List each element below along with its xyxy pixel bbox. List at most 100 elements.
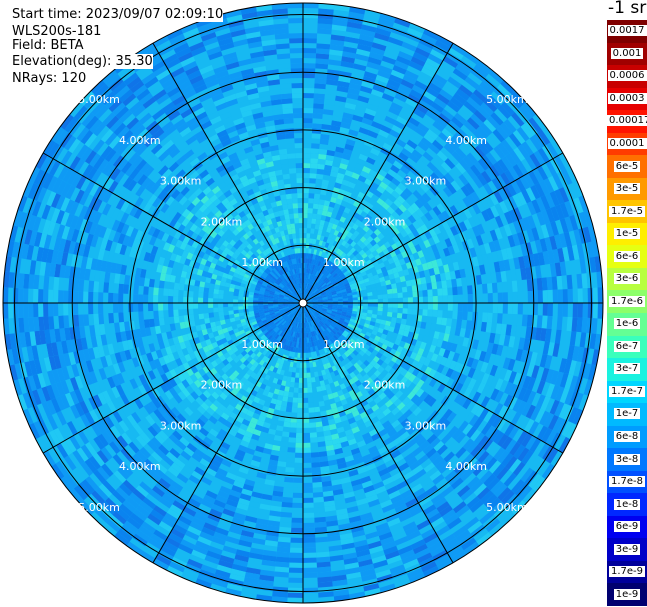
- range-gate-cell: [434, 40, 451, 52]
- range-gate-cell: [407, 232, 416, 241]
- range-gate-cell: [296, 412, 303, 418]
- range-gate-cell: [398, 270, 405, 278]
- range-gate-cell: [290, 377, 296, 383]
- range-gate-cell: [534, 182, 546, 198]
- range-gate-cell: [288, 577, 303, 583]
- range-gate-cell: [382, 298, 388, 303]
- range-gate-cell: [324, 265, 330, 271]
- range-gate-cell: [518, 105, 533, 121]
- range-gate-cell: [307, 299, 313, 302]
- range-gate-cell: [303, 188, 310, 194]
- range-gate-cell: [386, 111, 399, 121]
- range-gate-cell: [420, 33, 437, 45]
- range-gate-cell: [309, 291, 314, 296]
- range-gate-cell: [361, 312, 368, 317]
- range-gate-cell: [526, 314, 533, 328]
- range-gate-cell: [359, 236, 367, 243]
- range-gate-cell: [420, 95, 434, 106]
- range-gate-cell: [552, 248, 560, 264]
- range-gate-cell: [292, 492, 303, 498]
- range-gate-cell: [405, 121, 418, 132]
- range-gate-cell: [433, 168, 445, 180]
- range-gate-cell: [303, 168, 311, 174]
- range-gate-cell: [411, 149, 423, 160]
- range-gate-cell: [289, 547, 303, 553]
- range-gate-cell: [403, 187, 413, 197]
- range-gate-cell: [494, 215, 504, 228]
- range-gate-cell: [304, 283, 307, 289]
- range-gate-cell: [541, 315, 548, 329]
- range-gate-cell: [315, 63, 329, 70]
- range-gate-cell: [533, 150, 546, 166]
- range-gate-cell: [316, 556, 331, 563]
- range-gate-cell: [317, 229, 323, 236]
- range-gate-cell: [173, 289, 179, 297]
- range-gate-cell: [485, 273, 492, 284]
- range-gate-cell: [437, 295, 443, 303]
- range-gate-cell: [303, 293, 306, 299]
- range-gate-cell: [321, 123, 332, 131]
- range-gate-cell: [313, 233, 318, 240]
- range-gate-cell: [306, 283, 310, 289]
- range-gate-cell: [459, 159, 471, 171]
- range-gate-cell: [326, 74, 339, 81]
- range-gate-cell: [318, 451, 328, 458]
- range-gate-cell: [582, 288, 588, 303]
- range-gate-cell: [455, 252, 463, 262]
- range-gate-cell: [285, 467, 295, 473]
- range-gate-cell: [536, 277, 543, 291]
- range-gate-cell: [319, 256, 324, 262]
- range-gate-cell: [513, 257, 521, 270]
- range-gate-cell: [331, 223, 338, 230]
- range-gate-cell: [429, 125, 442, 136]
- range-gate-cell: [466, 152, 478, 165]
- range-gate-cell: [374, 278, 381, 284]
- range-gate-cell: [349, 283, 356, 288]
- range-gate-cell: [380, 281, 387, 287]
- range-gate-cell: [396, 115, 408, 126]
- range-gate-cell: [338, 204, 346, 212]
- range-gate-cell: [323, 286, 329, 291]
- range-gate-cell: [193, 291, 199, 298]
- range-gate-cell: [396, 88, 410, 99]
- range-gate-cell: [153, 318, 160, 327]
- range-gate-cell: [333, 265, 339, 272]
- range-gate-cell: [352, 249, 359, 257]
- range-gate-cell: [324, 89, 337, 96]
- range-gate-cell: [416, 42, 433, 54]
- range-gate-cell: [287, 587, 303, 593]
- range-gate-cell: [398, 111, 411, 122]
- range-gate-cell: [326, 211, 333, 218]
- range-gate-cell: [443, 143, 456, 155]
- range-gate-cell: [281, 506, 293, 513]
- range-gate-cell: [436, 281, 443, 289]
- range-gate-cell: [291, 407, 298, 413]
- range-gate-cell: [330, 170, 338, 178]
- range-gate-cell: [359, 258, 366, 265]
- range-gate-cell: [318, 3, 335, 10]
- range-gate-cell: [546, 142, 559, 158]
- range-gate-cell: [348, 82, 362, 91]
- range-gate-cell: [63, 290, 69, 303]
- range-gate-cell: [296, 422, 303, 428]
- range-gate-cell: [559, 218, 569, 234]
- range-gate-cell: [391, 312, 398, 318]
- range-gate-cell: [320, 128, 331, 136]
- range-gate-cell: [330, 245, 336, 252]
- range-gate-cell: [213, 293, 219, 299]
- range-gate-cell: [303, 118, 313, 124]
- range-gate-cell: [203, 312, 210, 319]
- range-gate-cell: [367, 98, 381, 107]
- range-gate-cell: [377, 69, 391, 79]
- range-gate-cell: [358, 38, 373, 48]
- range-gate-cell: [313, 406, 321, 413]
- range-gate-cell: [338, 264, 344, 270]
- range-gate-cell: [303, 48, 317, 54]
- range-gate-cell: [457, 108, 471, 121]
- range-gate-cell: [363, 194, 372, 203]
- range-gate-cell: [153, 287, 159, 296]
- range-gate-cell: [463, 219, 473, 230]
- range-gate-cell: [415, 258, 422, 266]
- range-gate-cell: [317, 209, 323, 215]
- range-gate-cell: [313, 496, 324, 503]
